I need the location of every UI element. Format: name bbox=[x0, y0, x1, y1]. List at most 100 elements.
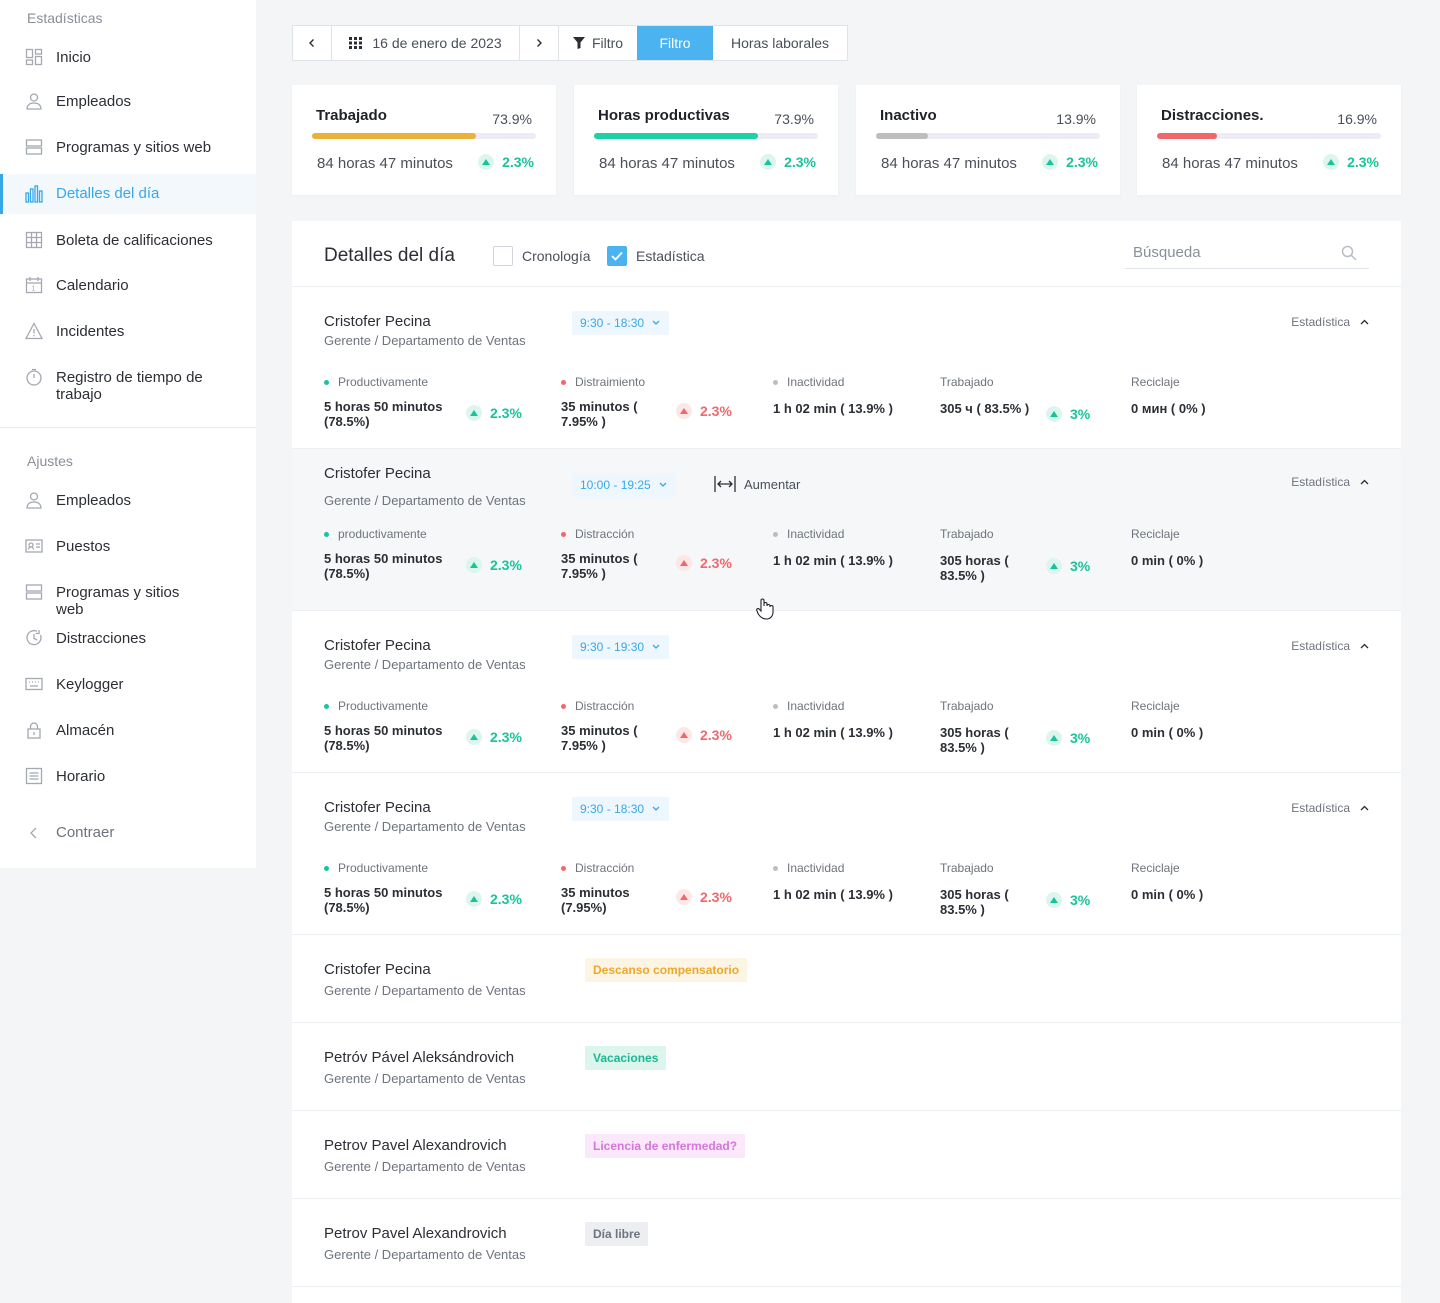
statistics-toggle[interactable]: Estadística bbox=[1291, 639, 1369, 653]
user-icon bbox=[25, 92, 43, 110]
next-date-button[interactable] bbox=[520, 26, 559, 60]
statistics-toggle[interactable]: Estadística bbox=[1291, 315, 1369, 329]
sidebar-item-schedule[interactable]: Horario bbox=[0, 759, 256, 793]
trend-up-icon bbox=[1046, 406, 1062, 422]
metric-value: 1 h 02 min ( 13.9% ) bbox=[773, 553, 893, 568]
sidebar-item-report-card[interactable]: Boleta de calificaciones bbox=[0, 223, 256, 257]
card-percent: 73.9% bbox=[492, 111, 532, 127]
metric-label-text: Inactividad bbox=[787, 699, 845, 713]
metric-label-text: Trabajado bbox=[940, 375, 994, 389]
metric-recycling: Reciclaje 0 min ( 0% ) bbox=[1131, 699, 1281, 740]
sidebar-item-keylogger[interactable]: Keylogger bbox=[0, 667, 256, 701]
search-icon[interactable] bbox=[1341, 245, 1357, 266]
status-badge: Licencia de enfermedad? bbox=[585, 1134, 746, 1158]
metric-recycling: Reciclaje 0 min ( 0% ) bbox=[1131, 861, 1281, 902]
sidebar-item-programs[interactable]: Programas y sitios web bbox=[0, 130, 256, 164]
sidebar-item-time-tracking[interactable]: Registro de tiempo de trabajo bbox=[0, 360, 256, 410]
metric-label: Distraimiento bbox=[561, 375, 751, 389]
sidebar-item-storage[interactable]: Almacén bbox=[0, 713, 256, 747]
filter-active-button[interactable]: Filtro bbox=[637, 26, 713, 60]
sidebar-collapse[interactable]: Contraer bbox=[0, 815, 256, 849]
statistics-toggle[interactable]: Estadística bbox=[1291, 475, 1369, 489]
employee-role: Gerente / Departamento de Ventas bbox=[324, 333, 526, 348]
metric-delta: 3% bbox=[1046, 406, 1090, 422]
statistics-toggle[interactable]: Estadística bbox=[1291, 801, 1369, 815]
date-picker[interactable]: 16 de enero de 2023 bbox=[332, 26, 520, 60]
status-dot bbox=[773, 703, 778, 709]
metric-value: 0 min ( 0% ) bbox=[1131, 725, 1204, 740]
schedule-dropdown[interactable]: 10:00 - 19:25 bbox=[572, 473, 676, 497]
metric-value: 305 horas ( 83.5% ) bbox=[940, 725, 1009, 755]
status-dot bbox=[324, 703, 329, 709]
status-dot bbox=[561, 379, 566, 385]
status-dot bbox=[561, 865, 566, 871]
trend-up-icon bbox=[676, 403, 692, 419]
metric-value: 35 minutos ( 7.95% ) bbox=[561, 399, 638, 429]
check-icon bbox=[611, 251, 623, 261]
prev-date-button[interactable] bbox=[293, 26, 332, 60]
schedule-time: 9:30 - 18:30 bbox=[580, 316, 645, 330]
work-hours-button[interactable]: Horas laborales bbox=[713, 26, 847, 60]
sidebar-item-label: Keylogger bbox=[56, 676, 124, 693]
metric-inactivity: Inactividad 1 h 02 min ( 13.9% ) bbox=[773, 699, 923, 740]
schedule-dropdown[interactable]: 9:30 - 18:30 bbox=[572, 797, 670, 821]
chevron-down-icon bbox=[652, 806, 660, 811]
employee-status-row: Petróv Pável Aleksándrovich Gerente / De… bbox=[292, 1023, 1401, 1111]
sidebar-item-settings-programs[interactable]: Programas y sitios web bbox=[0, 575, 256, 619]
metric-label: Inactividad bbox=[773, 861, 923, 875]
schedule-time: 9:30 - 19:30 bbox=[580, 640, 645, 654]
sidebar-item-settings-employees[interactable]: Empleados bbox=[0, 483, 256, 517]
timeline-checkbox[interactable]: Cronología bbox=[493, 246, 591, 266]
metric-label-text: Distraimiento bbox=[575, 375, 646, 389]
current-date: 16 de enero de 2023 bbox=[372, 35, 502, 51]
status-dot bbox=[561, 703, 566, 709]
employee-name: Cristofer Pecina bbox=[324, 637, 431, 654]
delta-value: 2.3% bbox=[784, 154, 816, 170]
statistics-link-label: Estadística bbox=[1291, 639, 1350, 653]
employee-role: Gerente / Departamento de Ventas bbox=[324, 1071, 526, 1086]
sidebar-item-day-details[interactable]: Detalles del día bbox=[0, 174, 256, 214]
metric-label-text: Inactividad bbox=[787, 861, 845, 875]
sidebar-item-calendar[interactable]: 1 Calendario bbox=[0, 268, 256, 302]
sidebar-item-label: Programas y sitios web bbox=[56, 139, 212, 156]
dashboard-icon bbox=[25, 48, 43, 66]
metric-value: 305 ч ( 83.5% ) bbox=[940, 401, 1030, 416]
metric-label: Distracción bbox=[561, 527, 751, 541]
metric-label: productivamente bbox=[324, 527, 544, 541]
trend-up-icon bbox=[1323, 154, 1340, 170]
metric-value: 1 h 02 min ( 13.9% ) bbox=[773, 725, 893, 740]
sidebar-item-employees[interactable]: Empleados bbox=[0, 84, 256, 118]
metric-label: Reciclaje bbox=[1131, 527, 1281, 541]
employee-role: Gerente / Departamento de Ventas bbox=[324, 493, 526, 508]
employee-detail-row: Cristofer Pecina Gerente / Departamento … bbox=[292, 449, 1401, 611]
sidebar-item-incidents[interactable]: Incidentes bbox=[0, 314, 256, 348]
card-time: 84 horas 47 minutos bbox=[317, 155, 453, 172]
metric-delta: 3% bbox=[1046, 730, 1090, 746]
metric-label-text: Trabajado bbox=[940, 527, 994, 541]
sidebar-item-home[interactable]: Inicio bbox=[0, 40, 256, 74]
day-details-panel: Detalles del día Cronología Estadística … bbox=[292, 221, 1401, 1303]
filter-button[interactable]: Filtro bbox=[559, 26, 637, 60]
metric-productive: Productivamente 5 horas 50 minutos (78.5… bbox=[324, 699, 544, 753]
progress-fill bbox=[1157, 133, 1218, 139]
stat-card-productive: Horas productivas 73.9% 84 horas 47 minu… bbox=[574, 85, 838, 195]
status-dot bbox=[773, 379, 778, 385]
sidebar-item-label: Calendario bbox=[56, 277, 129, 294]
trend-up-icon bbox=[466, 405, 482, 421]
metric-delta: 2.3% bbox=[676, 889, 732, 905]
sidebar-item-positions[interactable]: Puestos bbox=[0, 529, 256, 563]
sidebar-item-distractions[interactable]: Distracciones bbox=[0, 621, 256, 655]
chevron-left-icon bbox=[309, 39, 314, 47]
metric-inactivity: Inactividad 1 h 02 min ( 13.9% ) bbox=[773, 375, 923, 416]
statistics-checkbox[interactable]: Estadística bbox=[607, 246, 704, 266]
expand-button[interactable]: Aumentar bbox=[714, 475, 800, 493]
delta-value: 3% bbox=[1070, 892, 1091, 908]
metric-label: Reciclaje bbox=[1131, 861, 1281, 875]
search-input[interactable] bbox=[1125, 241, 1325, 261]
schedule-dropdown[interactable]: 9:30 - 19:30 bbox=[572, 635, 670, 659]
schedule-dropdown[interactable]: 9:30 - 18:30 bbox=[572, 311, 670, 335]
delta-value: 2.3% bbox=[700, 555, 732, 571]
metric-label: Trabajado bbox=[940, 375, 1110, 389]
panel-header: Detalles del día Cronología Estadística bbox=[292, 221, 1401, 287]
metric-distraction: Distracción 35 minutos ( 7.95% ) 2.3% bbox=[561, 527, 751, 581]
